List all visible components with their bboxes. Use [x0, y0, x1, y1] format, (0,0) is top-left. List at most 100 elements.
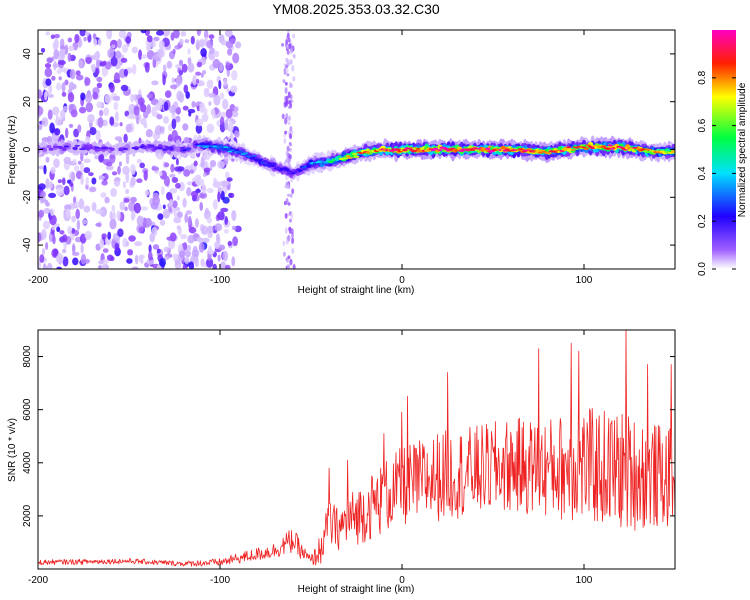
spectrogram-noise-blob [166, 60, 173, 69]
spectrogram-noise-blob [124, 206, 128, 211]
spectrogram-noise-blob [111, 204, 116, 212]
spectrogram-noise-blob [224, 216, 228, 225]
spectrogram-noise-blob [38, 124, 43, 131]
spectrogram-noise-blob [162, 209, 171, 219]
colorbar: 0.0 0.2 0.4 0.6 0.8 Normalized spectral ampl… [697, 30, 748, 276]
spectrogram-noise-blob [126, 258, 133, 264]
spectrogram-ridge-cell [583, 147, 589, 150]
spectrogram-noise-blob [45, 178, 50, 189]
spectrogram-noise-blob [164, 90, 172, 98]
spectrogram-noise-blob [45, 156, 50, 163]
spectrogram-noise-blob [184, 256, 190, 264]
spectrogram-noise-blob [101, 263, 109, 269]
spectrogram-noise-blob [62, 234, 68, 243]
spectrogram-ridge-cell [142, 146, 148, 150]
spectrogram-noise-blob [104, 196, 110, 204]
spectrogram-noise-blob [291, 237, 295, 245]
spectrogram-ridge-cell [199, 142, 205, 146]
spectrogram-ridge-cell [408, 149, 415, 151]
spectrogram-noise-blob [225, 108, 233, 119]
spectrogram-noise-blob [189, 169, 195, 174]
spectrogram-noise-blob [95, 222, 102, 227]
spectrogram-noise-blob [130, 196, 137, 203]
snr-frame [37, 329, 676, 570]
spectrogram-noise-blob [116, 38, 122, 49]
spectrogram-noise-blob [127, 249, 134, 256]
snr-ytick-label: 4000 [22, 451, 33, 474]
spectrogram-noise-blob [145, 129, 153, 138]
spectrogram-noise-blob [156, 248, 161, 254]
spectrogram-noise-blob [173, 216, 180, 223]
spectrogram-noise-blob [113, 101, 119, 111]
spectrogram-noise-blob [67, 37, 73, 43]
spectrogram-noise-blob [169, 188, 178, 194]
spectrogram-noise-blob [77, 160, 82, 165]
spectrogram-noise-blob [203, 88, 210, 93]
spectrogram-noise-blob [232, 52, 240, 64]
spectrogram-noise-blob [38, 209, 45, 218]
spectrogram-noise-blob [287, 37, 291, 43]
spectrogram-ridge-cell [284, 168, 290, 171]
spectrogram-noise-blob [196, 78, 200, 84]
spectrogram-noise-blob [138, 49, 143, 60]
spectrogram-noise-blob [61, 91, 67, 97]
spectrogram-noise-blob [219, 116, 225, 126]
spectrogram-noise-blob [146, 258, 155, 265]
spectrogram-noise-blob [232, 236, 239, 247]
spectrogram-ridge-cell [260, 161, 266, 164]
spectrogram-noise-blob [79, 30, 86, 37]
spectrogram-ridge-cell [343, 157, 349, 160]
spectrogram-noise-blob [285, 198, 289, 205]
spectrogram-noise-blob [171, 118, 177, 130]
spectrogram-ridge-cell [63, 145, 69, 148]
spectrogram-noise-blob [168, 106, 175, 114]
spectrogram-noise-blob [50, 166, 56, 174]
spectrogram-ridge-cell [485, 147, 491, 150]
spectrogram-noise-blob [98, 260, 104, 265]
spectrogram-noise-blob [175, 106, 181, 115]
spectrogram-ridge-cell [94, 146, 100, 149]
spectrogram-noise-blob [195, 71, 202, 76]
spectrogram-noise-blob [85, 56, 92, 64]
spectrogram-ridge-cell [157, 147, 163, 150]
spectrogram-noise-blob [71, 227, 75, 234]
spectrogram-ridge-cell [347, 157, 353, 159]
spectrogram-noise-blob [178, 70, 184, 76]
spectrogram-noise-blob [225, 61, 230, 71]
spectrogram-noise-blob [157, 49, 164, 59]
spectrogram-ridge-cell [605, 147, 611, 150]
spectrogram-noise-blob [131, 46, 139, 54]
spectrogram-noise-blob [163, 116, 169, 124]
spectrogram-ridge-cell [537, 151, 543, 154]
spectrogram-noise-blob [282, 79, 286, 83]
spectrogram-noise-blob [89, 127, 97, 136]
spectrogram-noise-blob [123, 68, 128, 77]
spectrogram-noise-blob [175, 115, 181, 123]
spectrogram-ridge-cell [118, 149, 124, 152]
spectrogram-noise-blob [291, 188, 295, 195]
spectrogram-noise-blob [65, 127, 69, 139]
spectrogram-noise-blob [188, 261, 195, 269]
spectrogram-ridge-cell [358, 152, 364, 154]
spectrogram-noise-blob [228, 119, 233, 131]
spectrogram-noise-blob [58, 60, 66, 66]
spectrogram-noise-blob [85, 102, 94, 113]
spectrogram-noise-blob [208, 34, 215, 39]
spectrogram-noise-blob [140, 104, 147, 113]
spectrogram-noise-blob [163, 101, 169, 112]
spectrogram-noise-blob [151, 166, 160, 171]
spectrogram-noise-blob [80, 162, 85, 173]
spectrogram-noise-blob [291, 65, 295, 72]
spectrogram-noise-blob [83, 158, 91, 164]
spectrogram-ridge-cell [607, 144, 613, 147]
spectrogram-noise-blob [151, 55, 160, 60]
colorbar-tick-label: 0.0 [697, 262, 708, 276]
spectrogram-noise-blob [123, 198, 130, 203]
spectrogram-noise-blob [80, 253, 87, 265]
figure-title: YM08.2025.353.03.32.C30 [272, 1, 440, 17]
spectrogram-noise-blob [288, 115, 291, 121]
spectrogram-noise-blob [78, 198, 85, 210]
spectrogram-noise-blob [62, 177, 66, 186]
spectrogram-noise-blob [290, 228, 294, 235]
spectrogram-noise-blob [223, 228, 229, 234]
